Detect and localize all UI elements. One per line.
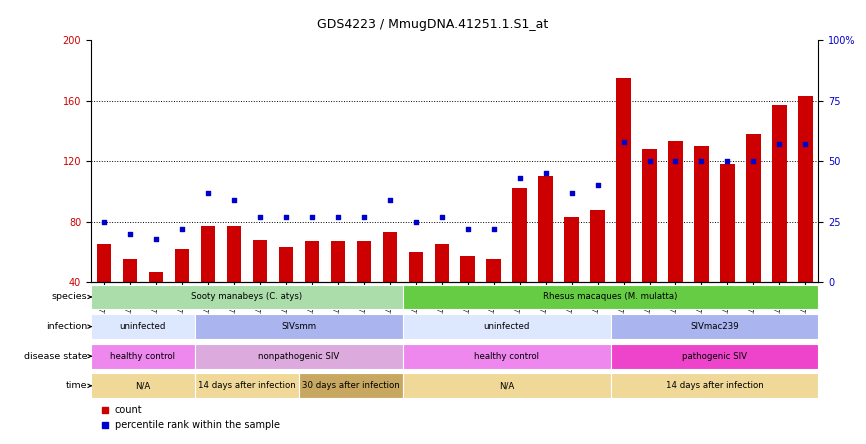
Point <box>149 235 163 242</box>
Point <box>357 213 371 220</box>
Point <box>409 218 423 225</box>
Point <box>513 174 527 182</box>
Point <box>772 141 786 148</box>
Bar <box>91 314 195 339</box>
Point <box>331 213 345 220</box>
Point <box>643 158 656 165</box>
Point <box>669 158 682 165</box>
Bar <box>772 105 786 282</box>
Text: 14 days after infection: 14 days after infection <box>666 381 763 390</box>
Bar <box>539 176 553 282</box>
Text: healthy control: healthy control <box>110 352 176 361</box>
Point <box>253 213 267 220</box>
Bar <box>299 373 403 398</box>
Bar <box>461 257 475 282</box>
Bar <box>91 344 195 369</box>
Text: time: time <box>66 381 87 390</box>
Point <box>461 226 475 233</box>
Bar <box>721 164 734 282</box>
Point <box>617 138 630 145</box>
Bar <box>487 259 501 282</box>
Bar <box>331 241 345 282</box>
Text: SIVmac239: SIVmac239 <box>690 322 739 331</box>
Bar <box>611 314 818 339</box>
Bar <box>175 249 189 282</box>
Bar <box>403 373 611 398</box>
Bar <box>201 226 215 282</box>
Bar <box>195 344 403 369</box>
Text: N/A: N/A <box>499 381 514 390</box>
Bar <box>669 141 682 282</box>
Bar <box>695 146 708 282</box>
Point <box>487 226 501 233</box>
Bar <box>97 244 111 282</box>
Text: species: species <box>52 293 87 301</box>
Text: nonpathogenic SIV: nonpathogenic SIV <box>258 352 339 361</box>
Bar <box>383 232 397 282</box>
Text: healthy control: healthy control <box>474 352 540 361</box>
Bar <box>91 285 403 309</box>
Text: Sooty manabeys (C. atys): Sooty manabeys (C. atys) <box>191 293 302 301</box>
Text: pathogenic SIV: pathogenic SIV <box>682 352 747 361</box>
Point <box>539 170 553 177</box>
Bar <box>798 96 812 282</box>
Text: infection: infection <box>46 322 87 331</box>
Point <box>97 218 111 225</box>
Bar <box>195 373 299 398</box>
Text: 14 days after infection: 14 days after infection <box>198 381 295 390</box>
Point <box>227 196 241 203</box>
Point <box>383 196 397 203</box>
Bar <box>611 344 818 369</box>
Point <box>201 189 215 196</box>
Bar <box>435 244 449 282</box>
Text: count: count <box>115 404 143 415</box>
Bar <box>746 134 760 282</box>
Text: SIVsmm: SIVsmm <box>281 322 316 331</box>
Point <box>721 158 734 165</box>
Point <box>695 158 708 165</box>
Bar <box>123 259 137 282</box>
Point <box>175 226 189 233</box>
Bar <box>403 285 818 309</box>
Bar <box>403 344 611 369</box>
Point <box>798 141 812 148</box>
Point <box>279 213 293 220</box>
Text: GDS4223 / MmugDNA.41251.1.S1_at: GDS4223 / MmugDNA.41251.1.S1_at <box>317 18 549 31</box>
Bar <box>611 373 818 398</box>
Point <box>435 213 449 220</box>
Bar <box>195 314 403 339</box>
Point <box>123 230 137 237</box>
Text: 30 days after infection: 30 days after infection <box>302 381 399 390</box>
Text: N/A: N/A <box>135 381 151 390</box>
Point <box>305 213 319 220</box>
Text: uninfected: uninfected <box>483 322 530 331</box>
Text: disease state: disease state <box>23 352 87 361</box>
Point <box>565 189 578 196</box>
Bar <box>513 188 527 282</box>
Point <box>591 182 604 189</box>
Bar <box>591 210 604 282</box>
Bar <box>617 78 630 282</box>
Text: uninfected: uninfected <box>120 322 166 331</box>
Point <box>746 158 760 165</box>
Bar <box>227 226 241 282</box>
Bar <box>357 241 371 282</box>
Bar <box>253 240 267 282</box>
Text: percentile rank within the sample: percentile rank within the sample <box>115 420 280 430</box>
Bar <box>149 272 163 282</box>
Text: Rhesus macaques (M. mulatta): Rhesus macaques (M. mulatta) <box>543 293 678 301</box>
Bar <box>643 149 656 282</box>
Bar <box>409 252 423 282</box>
Bar <box>279 247 293 282</box>
Bar <box>403 314 611 339</box>
Bar <box>565 217 578 282</box>
Bar <box>305 241 319 282</box>
Bar <box>91 373 195 398</box>
